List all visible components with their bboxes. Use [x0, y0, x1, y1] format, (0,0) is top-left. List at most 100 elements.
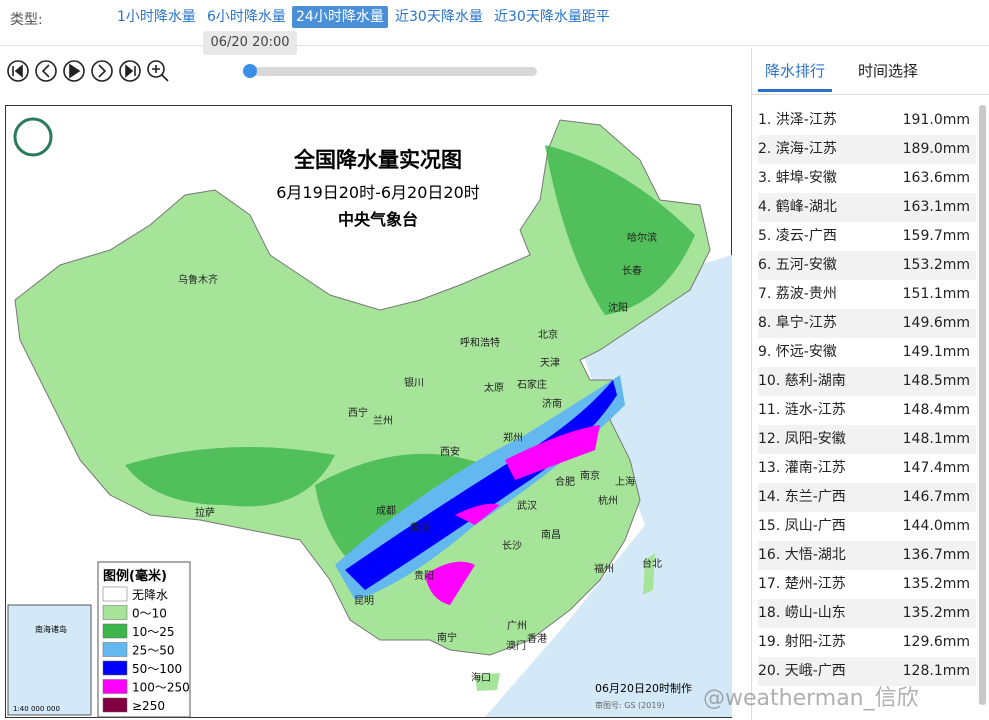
station: 14. 东兰-广西 [758, 489, 846, 505]
legend-swatch [102, 697, 128, 713]
type-label: 类型: [10, 12, 43, 28]
station: 17. 楚州-江苏 [758, 576, 846, 592]
amount: 189.0mm [902, 141, 970, 157]
china-land [14, 119, 711, 656]
first-button[interactable] [7, 60, 29, 82]
ranking-row: 2. 滨海-江苏 189.0mm [758, 135, 976, 164]
legend-label: 10～25 [132, 625, 175, 639]
inset-label: 南海诸岛 [35, 624, 67, 634]
type-tab[interactable]: 近30天降水量距平 [494, 9, 610, 25]
ranking-row: 8. 阜宁-江苏 149.6mm [758, 309, 976, 338]
city-label: 合肥 [555, 475, 575, 488]
station: 20. 天峨-广西 [758, 663, 846, 679]
player-controls [7, 60, 537, 82]
ranking-row: 6. 五河-安徽 153.2mm [758, 251, 976, 280]
city-label: 武汉 [517, 499, 537, 512]
ranking-row: 20. 天峨-广西 128.1mm [758, 657, 976, 686]
amount: 148.4mm [902, 402, 970, 418]
ranking-row: 7. 荔波-贵州 151.1mm [758, 280, 976, 309]
scrollbar[interactable] [979, 105, 986, 705]
type-tab[interactable]: 近30天降水量 [395, 9, 483, 25]
ranking-row: 1. 洪泽-江苏 191.0mm [758, 106, 976, 135]
ranking-row: 17. 楚州-江苏 135.2mm [758, 570, 976, 599]
map-title: 全国降水量实况图 [293, 148, 462, 172]
station: 16. 大悟-湖北 [758, 547, 846, 563]
amount: 163.6mm [902, 170, 970, 186]
slider-knob[interactable] [243, 64, 257, 78]
last-button[interactable] [119, 60, 141, 82]
city-label: 天津 [540, 357, 560, 369]
ranking-row: 10. 慈利-湖南 148.5mm [758, 367, 976, 396]
station: 11. 涟水-江苏 [758, 402, 846, 418]
ranking-row: 5. 凌云-广西 159.7mm [758, 222, 976, 251]
city-label: 呼和浩特 [460, 337, 500, 349]
time-slider[interactable] [245, 67, 537, 76]
tab-ranking[interactable]: 降水排行 [758, 60, 832, 92]
station: 8. 阜宁-江苏 [758, 315, 837, 331]
map-footer: 06月20日20时制作 [595, 682, 692, 695]
station: 3. 蚌埠-安徽 [758, 170, 837, 186]
city-label: 太原 [484, 381, 504, 394]
city-label: 西安 [440, 445, 460, 458]
rain-100-250 [425, 425, 600, 605]
legend-label: 25～50 [132, 644, 175, 658]
city-label: 重庆 [410, 521, 430, 534]
type-tab[interactable]: 24小时降水量 [292, 6, 388, 28]
type-tab[interactable]: 1小时降水量 [117, 9, 196, 25]
city-label: 贵阳 [414, 569, 434, 582]
city-label: 香港 [527, 633, 547, 645]
station: 15. 凤山-广西 [758, 518, 846, 534]
city-label: 石家庄 [517, 378, 547, 391]
city-label: 杭州 [598, 494, 618, 507]
tab-time[interactable]: 时间选择 [858, 62, 919, 80]
ranking-row: 3. 蚌埠-安徽 163.6mm [758, 164, 976, 193]
station: 7. 荔波-贵州 [758, 286, 837, 302]
station: 19. 射阳-江苏 [758, 634, 846, 650]
map-period: 6月19日20时-6月20日20时 [276, 183, 480, 202]
map-number: 审图号: GS (2019) [595, 700, 665, 710]
map-issuer: 中央气象台 [338, 210, 418, 229]
city-label: 台北 [642, 557, 662, 570]
legend-swatch [102, 642, 128, 657]
station: 2. 滨海-江苏 [758, 141, 837, 157]
city-label: 南宁 [437, 631, 457, 644]
next-button[interactable] [91, 60, 113, 82]
ranking-row: 11. 涟水-江苏 148.4mm [758, 396, 976, 425]
station: 6. 五河-安徽 [758, 257, 837, 273]
city-label: 哈尔滨 [627, 231, 657, 244]
sea [485, 255, 732, 717]
station: 12. 凤阳-安徽 [758, 431, 846, 447]
city-label: 西宁 [348, 406, 368, 419]
ranking-row: 19. 射阳-江苏 129.6mm [758, 628, 976, 657]
type-bar: 类型: 1小时降水量 6小时降水量 24小时降水量 近30天降水量 近30天降水量距平 [0, 0, 989, 46]
city-label: 上海 [615, 475, 635, 488]
ranking-row: 18. 崂山-山东 135.2mm [758, 599, 976, 628]
legend-swatch [102, 586, 128, 602]
amount: 135.2mm [902, 605, 970, 621]
station: 4. 鹤峰-湖北 [758, 199, 837, 215]
city-label: 成都 [376, 505, 396, 517]
legend: 图例(毫米) 无降水 0～10 10～25 25～50 50～100 100～250 ≥250 [97, 561, 191, 718]
ranking-panel: 降水排行 时间选择 1. 洪泽-江苏 191.0mm 2. 滨海-江苏 189.0mm… [751, 48, 989, 720]
station: 9. 怀远-安徽 [758, 344, 837, 360]
station: 18. 崂山-山东 [758, 605, 846, 621]
city-label: 昆明 [354, 595, 374, 607]
station: 1. 洪泽-江苏 [758, 112, 837, 128]
type-tab[interactable]: 6小时降水量 [207, 9, 286, 25]
station: 10. 慈利-湖南 [758, 373, 846, 389]
legend-label: 100～250 [132, 681, 190, 695]
city-label: 济南 [542, 397, 562, 410]
ranking-row: 15. 凤山-广西 144.0mm [758, 512, 976, 541]
zoom-button[interactable] [147, 60, 165, 78]
ranking-row: 14. 东兰-广西 146.7mm [758, 483, 976, 512]
taiwan [643, 553, 655, 595]
ranking-row: 9. 怀远-安徽 149.1mm [758, 338, 976, 367]
city-label: 长春 [622, 265, 642, 277]
play-button[interactable] [63, 60, 85, 82]
legend-label: ≥250 [132, 699, 165, 713]
amount: 146.7mm [902, 489, 970, 505]
prev-button[interactable] [35, 60, 57, 82]
city-label: 海口 [471, 671, 491, 684]
legend-label: 0～10 [132, 607, 167, 621]
